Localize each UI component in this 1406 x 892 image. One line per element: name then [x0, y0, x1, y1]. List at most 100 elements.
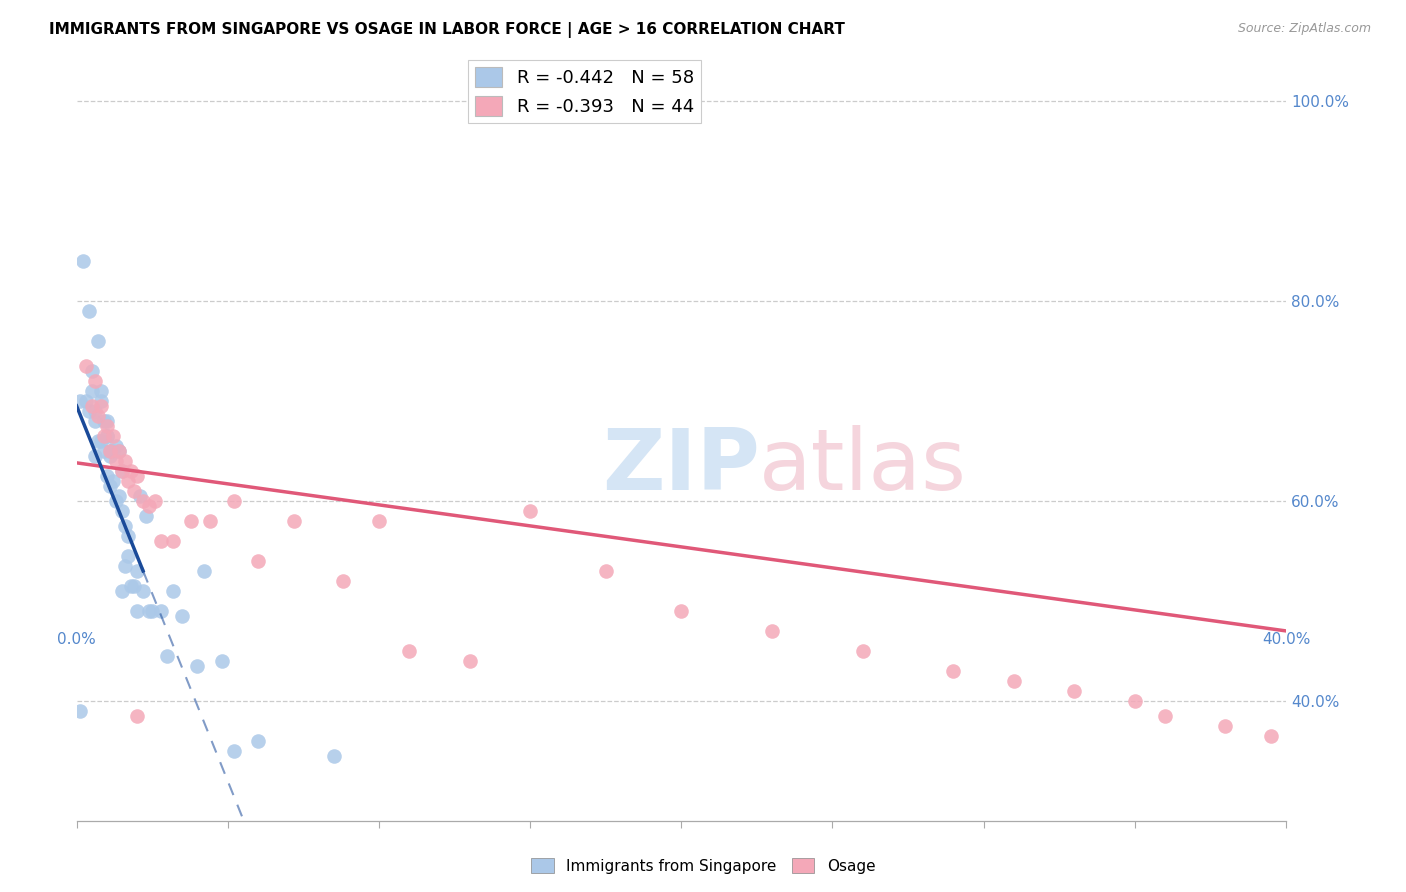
Point [111, 464, 134, 478]
Point [332, 574, 354, 588]
Point [193, 564, 215, 578]
Point [150, 533, 173, 548]
Point [322, 748, 344, 763]
Point [595, 564, 617, 578]
Point [111, 583, 134, 598]
Point [93, 414, 115, 428]
Point [108, 489, 131, 503]
Point [222, 744, 245, 758]
Point [150, 604, 173, 618]
Point [1002, 673, 1025, 688]
Point [83, 374, 105, 388]
Point [75, 359, 97, 373]
Legend: Immigrants from Singapore, Osage: Immigrants from Singapore, Osage [524, 852, 882, 880]
Point [1123, 694, 1146, 708]
Point [80, 364, 103, 378]
Point [90, 393, 112, 408]
Point [90, 399, 112, 413]
Point [246, 554, 269, 568]
Point [101, 443, 124, 458]
Text: atlas: atlas [759, 425, 967, 508]
Point [114, 558, 136, 573]
Point [125, 604, 148, 618]
Point [120, 579, 142, 593]
Point [125, 564, 148, 578]
Point [125, 709, 148, 723]
Point [519, 504, 541, 518]
Point [120, 464, 142, 478]
Point [83, 414, 105, 428]
Point [96, 429, 118, 443]
Point [761, 624, 783, 638]
Point [138, 604, 160, 618]
Point [122, 579, 145, 593]
Point [108, 443, 131, 458]
Point [1260, 729, 1282, 743]
Point [98, 449, 121, 463]
Point [104, 454, 127, 468]
Point [87, 409, 110, 423]
Point [98, 443, 121, 458]
Point [104, 439, 127, 453]
Point [852, 644, 875, 658]
Point [90, 434, 112, 448]
Point [75, 393, 97, 408]
Point [114, 454, 136, 468]
Point [87, 334, 110, 348]
Point [122, 483, 145, 498]
Point [1063, 684, 1085, 698]
Text: ZIP: ZIP [602, 425, 761, 508]
Point [98, 443, 121, 458]
Point [72, 253, 94, 268]
Point [1215, 719, 1237, 733]
Point [143, 494, 166, 508]
Point [1154, 709, 1177, 723]
Text: 0.0%: 0.0% [58, 632, 96, 648]
Point [198, 514, 221, 528]
Point [96, 414, 118, 428]
Point [132, 494, 155, 508]
Legend: R = -0.442   N = 58, R = -0.393   N = 44: R = -0.442 N = 58, R = -0.393 N = 44 [468, 60, 702, 123]
Point [117, 549, 139, 563]
Point [246, 734, 269, 748]
Point [117, 529, 139, 543]
Point [180, 514, 202, 528]
Point [172, 608, 194, 623]
Point [942, 664, 965, 678]
Point [114, 519, 136, 533]
Point [162, 583, 184, 598]
Point [96, 429, 118, 443]
Text: 40.0%: 40.0% [1261, 632, 1310, 648]
Point [283, 514, 305, 528]
Point [77, 303, 100, 318]
Point [132, 583, 155, 598]
Point [83, 449, 105, 463]
Point [222, 494, 245, 508]
Text: Source: ZipAtlas.com: Source: ZipAtlas.com [1237, 22, 1371, 36]
Point [117, 474, 139, 488]
Point [101, 429, 124, 443]
Point [77, 404, 100, 418]
Point [87, 434, 110, 448]
Point [129, 489, 152, 503]
Point [98, 479, 121, 493]
Point [69, 393, 91, 408]
Point [458, 654, 481, 668]
Text: IMMIGRANTS FROM SINGAPORE VS OSAGE IN LABOR FORCE | AGE > 16 CORRELATION CHART: IMMIGRANTS FROM SINGAPORE VS OSAGE IN LA… [49, 22, 845, 38]
Point [367, 514, 389, 528]
Point [80, 399, 103, 413]
Point [141, 604, 163, 618]
Point [162, 533, 184, 548]
Point [398, 644, 420, 658]
Point [111, 504, 134, 518]
Point [83, 404, 105, 418]
Point [186, 659, 208, 673]
Point [211, 654, 233, 668]
Point [80, 384, 103, 398]
Point [101, 474, 124, 488]
Point [135, 508, 157, 523]
Point [93, 429, 115, 443]
Point [156, 648, 179, 663]
Point [125, 468, 148, 483]
Point [90, 384, 112, 398]
